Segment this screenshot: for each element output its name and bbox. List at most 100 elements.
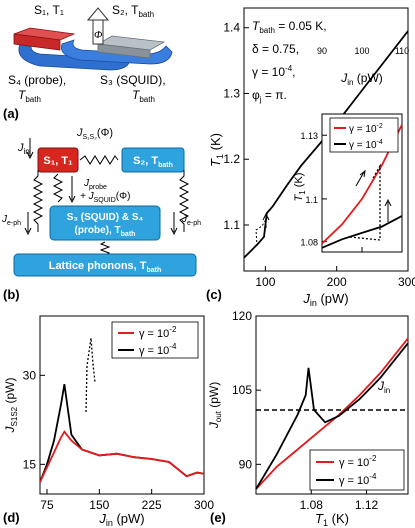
box-lattice — [13, 253, 197, 277]
chart-d-legend-black-label: γ = 10-4 — [139, 342, 177, 357]
chart-d-ylabel: JS1S2 (pW) — [3, 378, 19, 434]
spring-eph-left — [32, 170, 44, 232]
hysteresis-loop-inset — [349, 163, 381, 241]
chart-c-xlabel: Jin (pW) — [302, 291, 348, 308]
y-tick-label: 1.4 — [223, 21, 240, 35]
y-tick-label: 15 — [23, 457, 37, 471]
chart-c: 100 200 300 1.1 1.2 1.3 1.4 Tbath = 0.05 K, δ … — [208, 7, 415, 308]
chart-e-legend — [309, 449, 405, 491]
chart-c-series — [243, 30, 409, 259]
box-s3s4-line1: S₃ (SQUID) & S₄ — [67, 212, 144, 223]
x-tick-label: 300 — [398, 275, 415, 289]
y-tick-label: 90 — [239, 457, 253, 471]
jin-label: Jin — [17, 142, 30, 156]
panel-label-a: (a) — [3, 106, 19, 121]
block-s1-front — [13, 33, 61, 51]
x-tick-label: 200 — [327, 275, 347, 289]
s3-tbath: Tbath — [132, 88, 155, 104]
inset-arrow-up-head — [384, 198, 392, 207]
chart-e-jin-label: Jin — [377, 379, 390, 395]
diagram-b: Jin JS₁S₂(Φ) S₁, T₁ S₂, Tbath Jprobe + J… — [1, 127, 201, 277]
chart-e-legend-red-label: γ = 10-2 — [339, 454, 377, 469]
y-tick-label: 1.13 — [300, 131, 318, 141]
chart-c-inset: 90 100 110 1.08 1.1 1.13 γ = 10-2 γ = 10-4 Ji… — [293, 46, 409, 253]
chart-d-dotted — [85, 337, 96, 413]
x-tick-label: 300 — [194, 498, 214, 512]
x-tick-label: 100 — [354, 46, 369, 56]
chart-e-ylabel: Jout (pW) — [207, 382, 223, 429]
chart-e: 1.08 1.12 90 105 120 Jin γ = 10-2 γ = 10-4 J… — [207, 309, 409, 528]
box-s1-label: S₁, T₁ — [43, 155, 73, 167]
y-tick-label: 120 — [232, 309, 252, 323]
box-s2 — [121, 147, 185, 173]
spring-s1-down — [52, 173, 64, 203]
spring-eph-right — [178, 170, 190, 232]
spring-lattice — [99, 241, 111, 256]
jeph-left-arrowhead — [24, 227, 32, 236]
params-line1: Tbath = 0.05 K, — [252, 19, 327, 35]
box-lattice-label: Lattice phonons, Tbath — [49, 260, 162, 274]
js1s2-label: JS₁S₂(Φ) — [76, 127, 113, 141]
x-tick-label: 1.08 — [300, 498, 324, 512]
x-tick-label: 225 — [142, 498, 162, 512]
chart-d-series-red — [39, 430, 205, 483]
inset-ylabel: T1 (K) — [293, 173, 307, 202]
inset-arrow-diag — [355, 171, 365, 187]
schematic-a: Φ S₁, T₁ S₂, Tbath S₄ (probe), Tbath S₃ … — [8, 3, 173, 104]
chart-e-legend-black-label: γ = 10-4 — [339, 472, 377, 487]
s2-label: S₂, Tbath — [112, 3, 154, 19]
chart-d-legend-red-label: γ = 10-2 — [139, 325, 177, 340]
jprobe-label: Jprobe — [83, 178, 107, 191]
chart-d: 75 150 225 300 15 30 γ = 10-2 γ = 10-4 JS1S2 … — [3, 315, 214, 528]
jin-arrowhead — [26, 151, 34, 160]
params-line4: φj = π. — [252, 88, 287, 104]
chart-e-frame — [255, 315, 409, 495]
chart-e-series-red — [255, 337, 409, 490]
chart-e-xlabel: T1 (K) — [315, 511, 349, 528]
x-tick-label: 110 — [395, 46, 409, 56]
y-tick-label: 1.3 — [223, 86, 240, 100]
y-tick-label: 1.08 — [300, 237, 318, 247]
hysteresis-loop-c — [255, 215, 269, 247]
inset-xlabel: Jin (pW) — [340, 71, 383, 87]
s4-label: S₄ (probe), — [8, 73, 66, 87]
jeph-right-label: Je-ph — [181, 214, 201, 227]
jsquid-label: + JSQUID(Φ) — [80, 191, 130, 204]
s1-label: S₁, T₁ — [34, 3, 64, 17]
jeph-left-label: Je-ph — [1, 214, 21, 227]
chart-c-ylabel: T1 (K) — [208, 133, 225, 167]
x-tick-label: 90 — [317, 46, 327, 56]
x-tick-label: 100 — [255, 275, 275, 289]
box-s3s4 — [49, 205, 161, 241]
panel-label-c: (c) — [206, 287, 222, 302]
y-tick-label: 1.2 — [223, 152, 240, 166]
s3-label: S₃ (SQUID), — [100, 73, 166, 87]
chart-d-frame — [39, 315, 205, 495]
s4-tbath: Tbath — [18, 88, 41, 104]
chart-e-series-black — [255, 342, 409, 490]
x-tick-label: 150 — [89, 498, 109, 512]
inset-series-black — [321, 215, 403, 249]
box-s2-label: S₂, Tbath — [133, 155, 173, 169]
spring-s1s2 — [79, 155, 119, 165]
jeph-right-arrowhead — [170, 227, 178, 236]
box-s3s4-line2: (probe), Tbath — [75, 225, 136, 238]
panel-label-e: (e) — [210, 510, 226, 525]
inset-legend-black-label: γ = 10-4 — [349, 139, 383, 151]
y-tick-label: 30 — [23, 368, 37, 382]
panel-label-d: (d) — [3, 510, 20, 525]
phi-symbol: Φ — [94, 29, 103, 41]
inset-legend-red-label: γ = 10-2 — [349, 123, 383, 135]
phi-arrow-head — [86, 7, 110, 21]
hysteresis-arrowhead-c — [262, 212, 270, 221]
chart-c-frame — [243, 7, 409, 272]
ring-s4 — [61, 39, 173, 65]
inset-legend — [329, 117, 399, 153]
arrow-probe-head — [68, 195, 76, 204]
y-tick-label: 1.1 — [305, 195, 318, 205]
y-tick-label: 105 — [232, 383, 252, 397]
chart-d-legend — [111, 321, 199, 359]
params-line3: γ = 10-4, — [252, 64, 296, 79]
block-s2-front — [97, 43, 151, 59]
